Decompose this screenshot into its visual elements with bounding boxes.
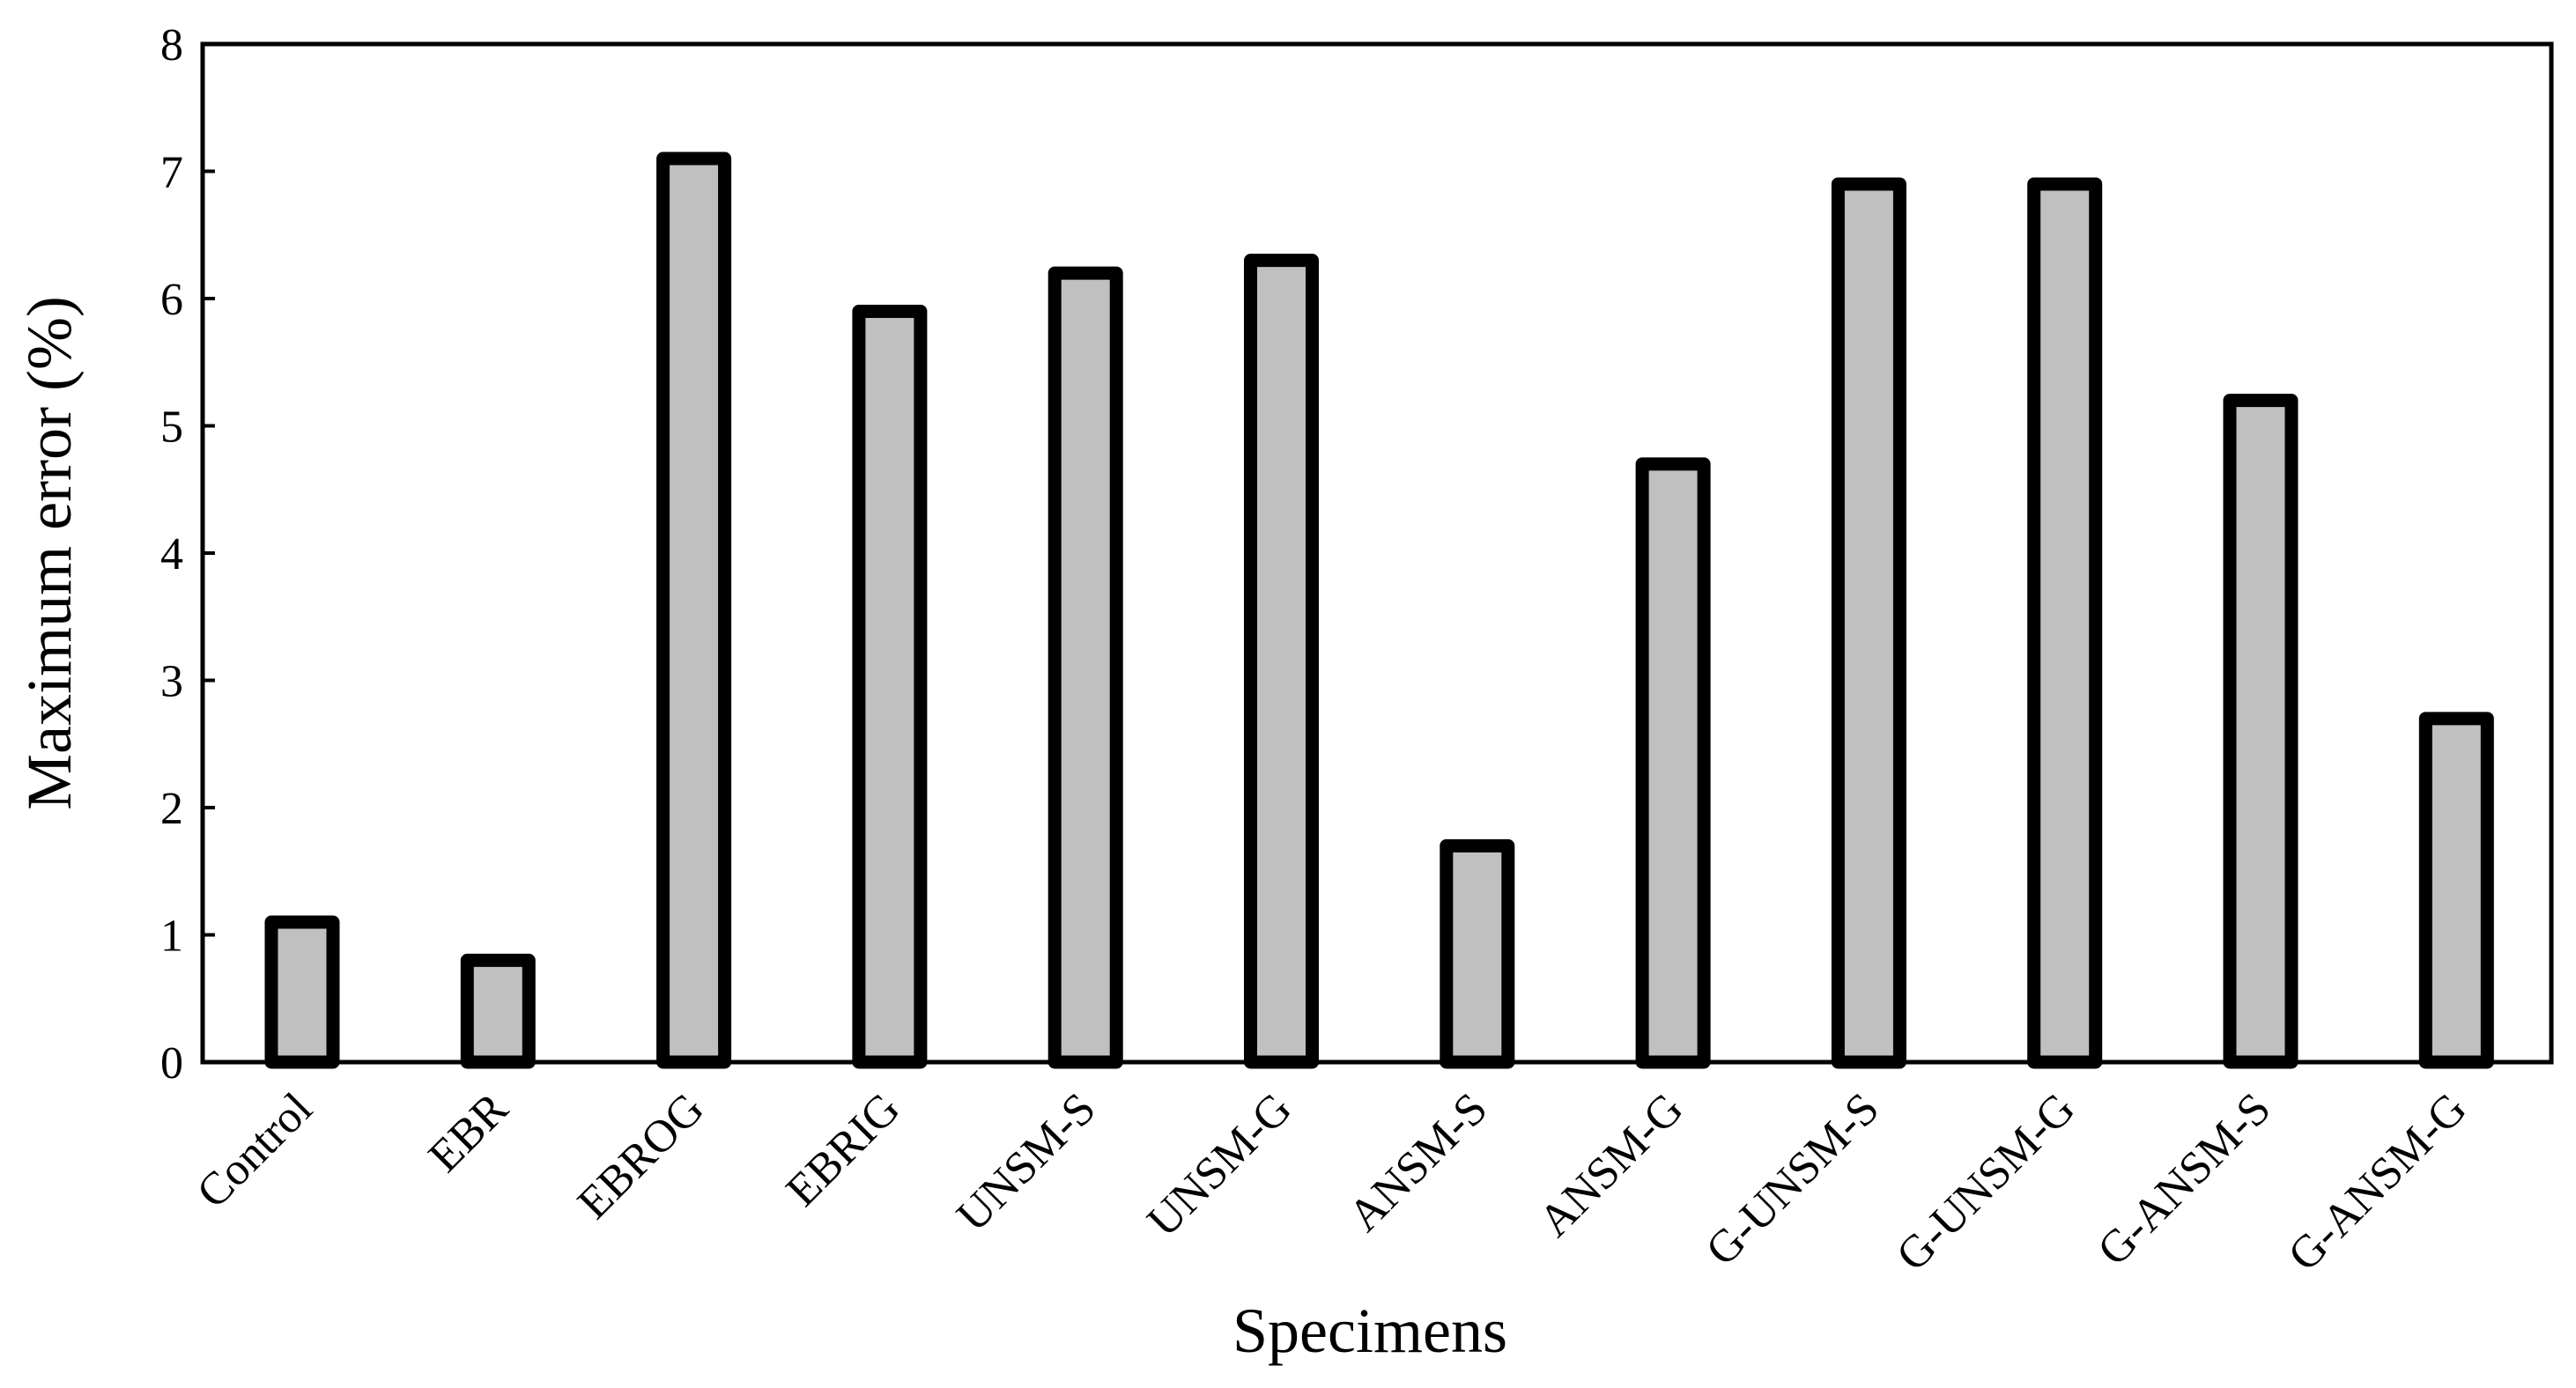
bar-series bbox=[264, 151, 2494, 1069]
x-tick-label: EBRIG bbox=[777, 1083, 910, 1216]
bar-unsm-s bbox=[1047, 266, 1123, 1069]
y-tick-label: 5 bbox=[160, 402, 183, 453]
x-tick-label: ANSM-S bbox=[1339, 1083, 1497, 1241]
x-tick-label: Control bbox=[188, 1083, 322, 1218]
x-tick-label: ANSM-G bbox=[1529, 1083, 1692, 1246]
bar-ebr bbox=[460, 953, 536, 1069]
bar-g-unsm-g bbox=[2027, 177, 2103, 1069]
x-tick-label: G-ANSM-S bbox=[2088, 1083, 2280, 1275]
y-tick-label: 6 bbox=[160, 275, 183, 325]
x-axis-title: Specimens bbox=[1232, 1296, 1507, 1366]
y-tick-label: 4 bbox=[160, 529, 183, 580]
y-tick-label: 2 bbox=[160, 784, 183, 834]
x-tick-label: EBROG bbox=[568, 1083, 714, 1229]
y-tick-label: 0 bbox=[160, 1038, 183, 1089]
bar-g-unsm-s bbox=[1831, 177, 1906, 1069]
x-tick-label: EBR bbox=[419, 1083, 518, 1182]
x-tick-label: G-UNSM-G bbox=[1887, 1083, 2084, 1281]
y-axis-title: Maximum error (%) bbox=[14, 296, 85, 810]
bar-ebrog bbox=[656, 151, 732, 1069]
x-tick-label: G-ANSM-G bbox=[2279, 1083, 2476, 1281]
plot-frame bbox=[200, 41, 2554, 1065]
y-tick-label: 7 bbox=[160, 148, 183, 198]
bar-g-ansm-g bbox=[2418, 712, 2494, 1069]
x-tick-label: G-UNSM-S bbox=[1697, 1083, 1889, 1275]
bar-unsm-g bbox=[1244, 254, 1319, 1069]
x-axis: Control EBR EBROG EBRIG UNSM-S UNSM-G ANSM-S AN… bbox=[188, 1083, 2476, 1281]
y-tick-label: 8 bbox=[160, 20, 183, 70]
bar-g-ansm-s bbox=[2223, 394, 2298, 1069]
bar-control bbox=[264, 915, 340, 1069]
bar-ansm-s bbox=[1440, 838, 1515, 1069]
bar-ansm-g bbox=[1635, 457, 1711, 1069]
y-axis: 0 1 2 3 4 5 6 7 8 bbox=[160, 20, 215, 1089]
bar-ebrig bbox=[852, 304, 928, 1069]
y-tick-label: 3 bbox=[160, 657, 183, 707]
y-tick-label: 1 bbox=[160, 912, 183, 962]
x-tick-label: UNSM-S bbox=[947, 1083, 1105, 1241]
x-tick-label: UNSM-G bbox=[1138, 1083, 1301, 1246]
